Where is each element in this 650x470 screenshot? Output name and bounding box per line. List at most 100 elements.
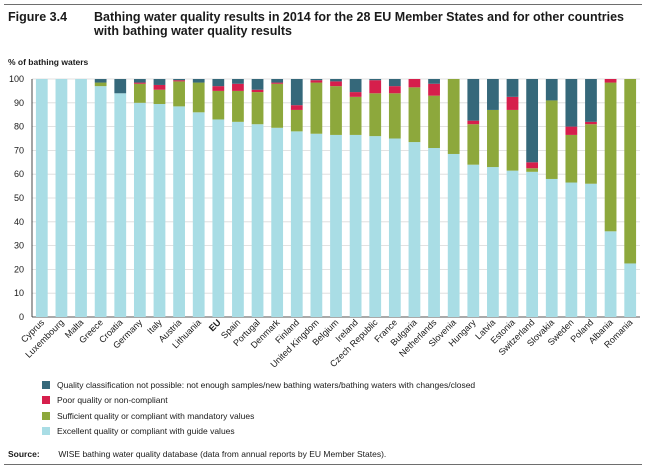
y-tick-label: 40	[14, 217, 24, 227]
bar-segment	[173, 79, 185, 81]
bar-segment	[251, 124, 264, 317]
bar-segment	[388, 79, 401, 87]
bar-segment	[153, 89, 166, 104]
bar-segment	[173, 106, 185, 318]
bar-segment	[310, 80, 323, 83]
bar-segment	[585, 124, 597, 184]
bar-segment	[153, 103, 166, 318]
bar-segment	[330, 134, 342, 317]
bar-segment	[487, 79, 499, 110]
source-label: Source:	[8, 449, 40, 459]
legend-item: Quality classification not possible: not…	[42, 377, 475, 393]
bar-segment	[232, 121, 244, 317]
bar-segment	[310, 79, 323, 81]
bar-segment	[369, 79, 382, 81]
bar-segment	[349, 79, 362, 93]
bar-segment	[330, 86, 342, 135]
bar-segment	[251, 92, 264, 125]
bar-segment	[487, 109, 499, 168]
bar-segment	[369, 93, 382, 137]
bar-segment	[271, 79, 284, 83]
bar-segment	[604, 82, 617, 232]
bar-segment	[290, 79, 303, 106]
legend-label: Excellent quality or compliant with guid…	[57, 426, 235, 437]
bar-segment	[526, 79, 539, 163]
bar-segment	[271, 83, 284, 128]
bar-segment	[565, 79, 578, 127]
legend-swatch	[42, 411, 50, 420]
bar-segment	[526, 168, 539, 172]
bar-segment	[349, 92, 362, 97]
bar-segment	[330, 81, 342, 87]
y-tick-label: 60	[14, 169, 24, 179]
bar-segment	[133, 82, 146, 84]
chart-legend: Quality classification not possible: not…	[42, 377, 475, 439]
bar-segment	[545, 178, 558, 317]
bar-segment	[467, 124, 480, 165]
bar-segment	[506, 170, 519, 317]
legend-item: Excellent quality or compliant with guid…	[42, 424, 475, 440]
bar-segment	[251, 89, 264, 93]
y-tick-label: 0	[19, 312, 24, 322]
bar-segment	[290, 131, 303, 317]
legend-label: Quality classification not possible: not…	[57, 379, 476, 390]
bottom-rule	[4, 464, 642, 465]
bar-segment	[428, 148, 440, 317]
bar-segment	[290, 105, 303, 110]
figure-title: Bathing water quality results in 2014 fo…	[94, 10, 624, 38]
bar-segment	[192, 112, 205, 317]
bar-segment	[585, 79, 597, 122]
legend-label: Sufficient quality or compliant with man…	[57, 410, 255, 421]
bar-segment	[94, 86, 107, 317]
bar-segment	[349, 134, 362, 317]
y-tick-label: 80	[14, 122, 24, 132]
x-tick-label: EU	[207, 317, 223, 333]
bar-segment	[545, 79, 558, 101]
figure-label: Figure 3.4	[8, 10, 68, 24]
bar-segment	[428, 95, 440, 149]
bar-segment	[35, 79, 48, 317]
bar-segment	[526, 171, 539, 317]
bar-segment	[565, 126, 578, 135]
bar-segment	[232, 79, 244, 84]
source-text: WISE bathing water quality database (dat…	[58, 449, 387, 459]
legend-swatch	[42, 380, 50, 389]
bar-segment	[153, 84, 166, 90]
bar-segment	[545, 100, 558, 179]
bar-segment	[447, 79, 460, 154]
bar-segment	[212, 119, 225, 318]
bar-segment	[388, 138, 401, 317]
bar-segment	[506, 109, 519, 171]
bar-segment	[232, 83, 244, 91]
bar-segment	[173, 81, 185, 107]
bar-segment	[624, 263, 637, 317]
y-tick-label: 30	[14, 241, 24, 251]
y-tick-label: 10	[14, 288, 24, 298]
bar-segment	[467, 120, 480, 125]
bar-segment	[55, 79, 68, 317]
bar-segment	[565, 134, 578, 183]
bar-segment	[506, 96, 519, 110]
bar-segment	[192, 82, 205, 113]
bar-segment	[585, 183, 597, 317]
bar-segment	[133, 83, 146, 103]
y-tick-label: 100	[9, 74, 24, 84]
bar-segment	[271, 82, 284, 84]
y-tick-label: 90	[14, 98, 24, 108]
bar-segment	[114, 79, 127, 94]
bar-segment	[408, 142, 421, 317]
bar-segment	[585, 121, 597, 125]
bar-segment	[310, 133, 323, 317]
top-rule	[4, 4, 642, 5]
bar-segment	[428, 79, 440, 84]
bar-segment	[330, 79, 342, 82]
bar-segment	[565, 182, 578, 317]
bar-segment	[369, 136, 382, 317]
legend-swatch	[42, 396, 50, 405]
bar-segment	[526, 162, 539, 169]
bar-segment	[310, 82, 323, 134]
bar-segment	[369, 80, 382, 94]
y-axis-label: % of bathing waters	[8, 57, 89, 67]
source-note: Source: WISE bathing water quality datab…	[8, 449, 386, 459]
